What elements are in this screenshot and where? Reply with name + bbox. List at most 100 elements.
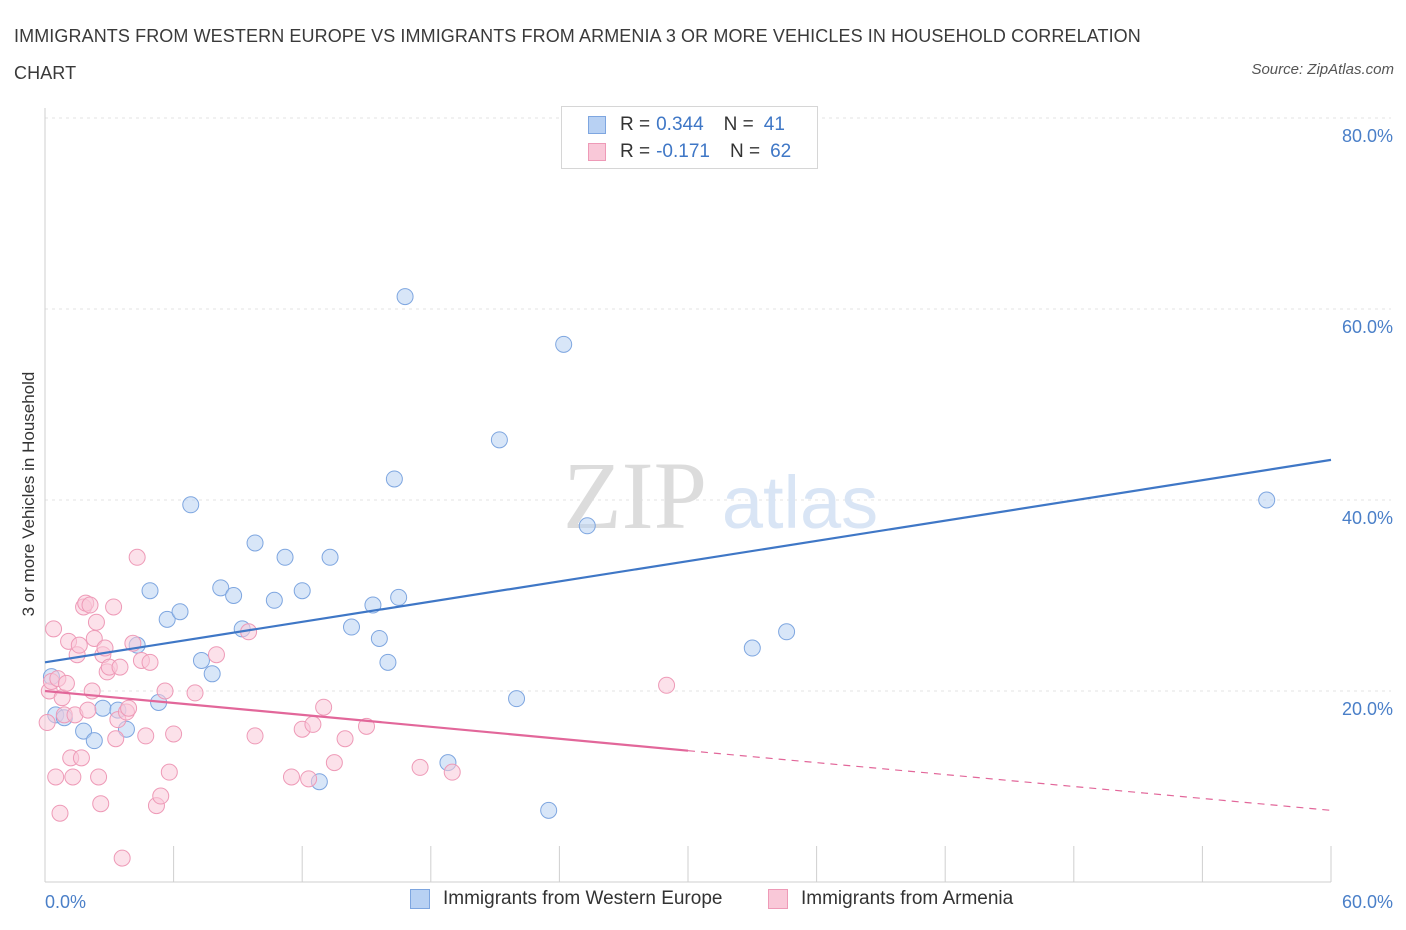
point-western-europe [212,579,230,597]
point-armenia [38,714,56,732]
point-armenia [45,620,63,638]
point-armenia [120,699,138,717]
point-armenia [411,758,429,776]
point-armenia [111,658,129,676]
point-western-europe [555,335,573,353]
point-western-europe [246,534,264,552]
point-armenia [87,613,105,631]
point-western-europe [192,651,210,669]
series-label-western-europe: Immigrants from Western Europe [443,888,723,909]
legend-swatch-western-europe [588,116,606,134]
series-legend-armenia: Immigrants from Armenia [768,888,1013,910]
watermark: ZIP atlas [563,442,878,549]
legend-n-value: 41 [763,114,785,135]
data-points [38,288,1276,867]
point-western-europe [342,618,360,636]
y-axis-label: 3 or more Vehicles in Household [19,372,38,617]
legend-r-label: R = [620,141,651,162]
trend-line-armenia-projection [687,750,1332,811]
point-armenia [156,682,174,700]
point-western-europe [396,288,414,306]
legend-n-value: 62 [770,141,792,162]
y-tick-label: 40.0% [1342,508,1393,528]
point-armenia [85,629,103,647]
point-armenia [186,684,204,702]
legend-n-label: N = [723,114,754,135]
point-western-europe [171,603,189,621]
point-western-europe [778,623,796,641]
point-western-europe [379,653,397,671]
series-label-armenia: Immigrants from Armenia [801,888,1014,909]
point-armenia [300,770,318,788]
trend-lines [44,458,1332,811]
trend-line-armenia [44,689,689,752]
x-tick-label: 60.0% [1342,892,1393,912]
point-western-europe [182,496,200,514]
point-western-europe [385,470,403,488]
point-western-europe [265,591,283,609]
point-western-europe [141,582,159,600]
point-armenia [246,727,264,745]
point-western-europe [276,548,294,566]
legend-r-value: 0.344 [656,114,704,135]
point-western-europe [578,517,596,535]
point-western-europe [293,582,311,600]
grid-lines [45,117,1391,692]
point-western-europe [225,587,243,604]
point-armenia [70,636,88,654]
point-armenia [57,674,75,692]
legend-swatch-armenia [588,143,606,161]
point-western-europe [490,431,508,449]
chart-title: IMMIGRANTS FROM WESTERN EUROPE VS IMMIGR… [14,26,1141,83]
point-western-europe [321,548,339,566]
point-western-europe [94,699,112,717]
point-armenia [325,754,343,772]
point-armenia [137,727,155,745]
point-western-europe [743,639,761,657]
legend-n-label: N = [729,141,761,162]
point-armenia [47,768,65,786]
point-armenia [152,787,170,805]
legend-row-western-europe: R = 0.344 N = 41 [588,112,785,138]
point-western-europe [1258,491,1276,509]
point-armenia [358,717,375,735]
point-western-europe [85,732,103,750]
point-armenia [160,763,178,781]
series-swatch-western-europe [410,889,430,909]
tick-labels: 20.0% 40.0% 60.0% 80.0% 0.0% 60.0% [45,126,1393,912]
point-armenia [90,768,108,786]
y-tick-label: 60.0% [1342,317,1393,337]
point-armenia [64,768,82,786]
point-armenia [336,730,354,748]
point-western-europe [390,588,408,606]
point-armenia [282,768,300,786]
y-tick-label: 20.0% [1342,699,1393,719]
point-armenia [107,730,125,748]
point-armenia [81,596,99,614]
legend-r-value: -0.171 [656,141,710,162]
y-tick-label: 80.0% [1342,126,1393,146]
trend-line-western-europe [44,458,1332,664]
legend-row-armenia: R = -0.171 N = 62 [588,139,791,165]
point-western-europe [540,801,558,819]
point-western-europe [75,722,93,740]
legend-r-label: R = [620,114,651,135]
point-armenia [79,701,97,719]
watermark-atlas: atlas [722,461,878,544]
point-armenia [128,548,146,566]
axes [44,108,1332,883]
point-armenia [443,763,461,781]
point-western-europe [370,629,388,647]
point-armenia [113,849,131,867]
point-western-europe [203,665,221,683]
point-armenia [207,646,225,664]
point-armenia [315,698,333,716]
series-legend-western-europe: Immigrants from Western Europe [410,888,722,910]
point-western-europe [508,690,526,708]
point-armenia [165,725,183,743]
point-armenia [92,795,110,813]
chart-source: Source: ZipAtlas.com [1251,61,1394,78]
series-swatch-armenia [768,889,788,909]
point-armenia [72,749,90,767]
